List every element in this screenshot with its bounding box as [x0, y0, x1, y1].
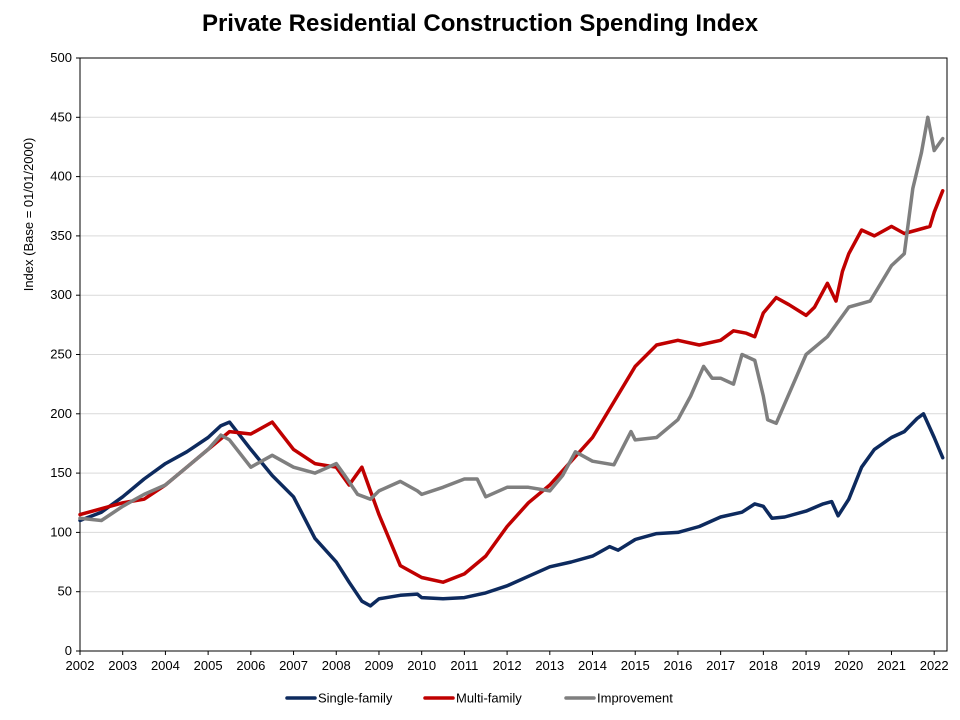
- x-tick-label: 2014: [578, 658, 607, 673]
- x-tick-label: 2010: [407, 658, 436, 673]
- legend-label: Single-family: [318, 691, 393, 706]
- legend-label: Multi-family: [456, 691, 522, 706]
- x-tick-label: 2020: [834, 658, 863, 673]
- chart-title: Private Residential Construction Spendin…: [201, 10, 759, 37]
- x-axis: 2002 2003 2004 2005 2006 2007 2008 2009 2010 2011…: [66, 651, 949, 673]
- y-axis: 0 50 100 150 200 250 300 350 400 450 500: [50, 50, 80, 658]
- series-line-single-family: [78, 412, 945, 608]
- x-tick-label: 2021: [877, 658, 906, 673]
- y-tick-label: 0: [65, 643, 72, 658]
- x-tick-label: 2016: [663, 658, 692, 673]
- y-tick-label: 500: [50, 50, 72, 65]
- x-tick-label: 2011: [450, 658, 478, 673]
- x-tick-label: 2017: [706, 658, 735, 673]
- y-tick-label: 200: [50, 406, 72, 421]
- x-tick-label: 2009: [365, 658, 394, 673]
- y-tick-label: 250: [50, 347, 72, 362]
- y-tick-label: 300: [50, 287, 72, 302]
- legend: Single-family Multi-family Improvement: [285, 691, 673, 706]
- y-tick-label: 50: [58, 584, 72, 599]
- x-tick-label: 2006: [236, 658, 265, 673]
- legend-label: Improvement: [597, 691, 673, 706]
- y-tick-label: 100: [50, 524, 72, 539]
- x-tick-label: 2018: [749, 658, 778, 673]
- x-tick-label: 2012: [493, 658, 522, 673]
- x-tick-label: 2004: [151, 658, 180, 673]
- series-line-multi-family: [78, 189, 945, 584]
- x-tick-label: 2008: [322, 658, 351, 673]
- x-tick-label: 2002: [66, 658, 95, 673]
- x-tick-label: 2013: [535, 658, 564, 673]
- y-tick-label: 350: [50, 228, 72, 243]
- x-tick-label: 2019: [792, 658, 821, 673]
- y-tick-label: 400: [50, 169, 72, 184]
- x-tick-label: 2022: [920, 658, 949, 673]
- y-axis-title: Index (Base = 01/01/2000): [21, 138, 36, 292]
- x-tick-label: 2003: [108, 658, 137, 673]
- x-tick-label: 2007: [279, 658, 308, 673]
- x-tick-label: 2015: [621, 658, 650, 673]
- y-tick-label: 150: [50, 465, 72, 480]
- series-lines: [78, 115, 945, 608]
- y-tick-label: 450: [50, 109, 72, 124]
- grid-lines: [80, 57, 947, 593]
- x-tick-label: 2005: [194, 658, 223, 673]
- series-line-improvement: [78, 115, 945, 523]
